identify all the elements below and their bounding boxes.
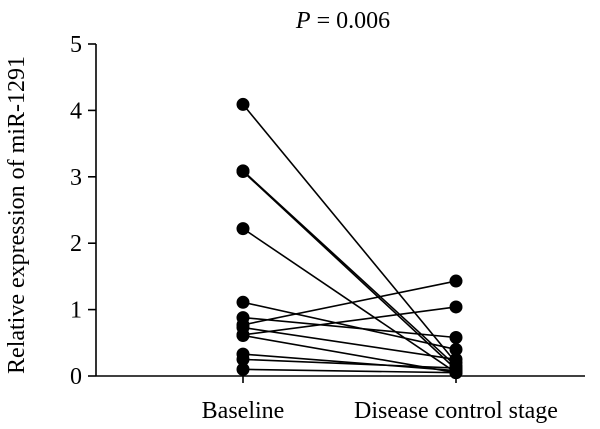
y-tick-label-4: 4 [70, 98, 82, 124]
y-axis-title: Relative expression of miR-1291 [4, 56, 30, 374]
pair-line-2 [242, 170, 457, 370]
point-9-baseline [236, 328, 250, 342]
pair-line-12 [242, 368, 457, 374]
pair-line-11 [242, 358, 457, 369]
pair-line-6 [242, 280, 457, 326]
point-5-disease-control [449, 330, 463, 344]
y-tick-label-2: 2 [70, 231, 82, 257]
pair-line-3 [242, 227, 457, 374]
point-6-disease-control [449, 274, 463, 288]
point-12-disease-control [449, 366, 463, 380]
pair-line-10 [242, 353, 457, 372]
pair-line-8 [242, 306, 457, 336]
chart-title: P = 0.006 [295, 8, 390, 34]
y-tick-label-0: 0 [70, 364, 82, 390]
point-8-disease-control [449, 300, 463, 314]
pair-line-4 [242, 301, 457, 351]
x-tick-label-0: Baseline [202, 398, 285, 424]
pair-line-0 [242, 103, 457, 364]
x-tick-label-1: Disease control stage [354, 398, 558, 424]
y-ticks: 0 1 2 3 4 5 [70, 32, 96, 390]
chart-title-value: = 0.006 [311, 8, 391, 34]
point-4-disease-control [449, 342, 463, 356]
data-points [236, 97, 463, 380]
point-11-baseline [236, 352, 250, 366]
y-tick-label-3: 3 [70, 165, 82, 191]
pair-line-5 [242, 316, 457, 339]
pair-lines [242, 103, 457, 374]
point-12-baseline [236, 362, 250, 376]
y-tick-label-1: 1 [70, 298, 82, 324]
y-tick-label-5: 5 [70, 32, 82, 58]
point-2-baseline [236, 164, 250, 178]
point-3-baseline [236, 222, 250, 236]
point-4-baseline [236, 295, 250, 309]
point-0-baseline [236, 97, 250, 111]
chart-title-p: P [295, 8, 311, 34]
x-ticks: Baseline Disease control stage [202, 376, 558, 424]
pair-line-7 [242, 326, 457, 361]
